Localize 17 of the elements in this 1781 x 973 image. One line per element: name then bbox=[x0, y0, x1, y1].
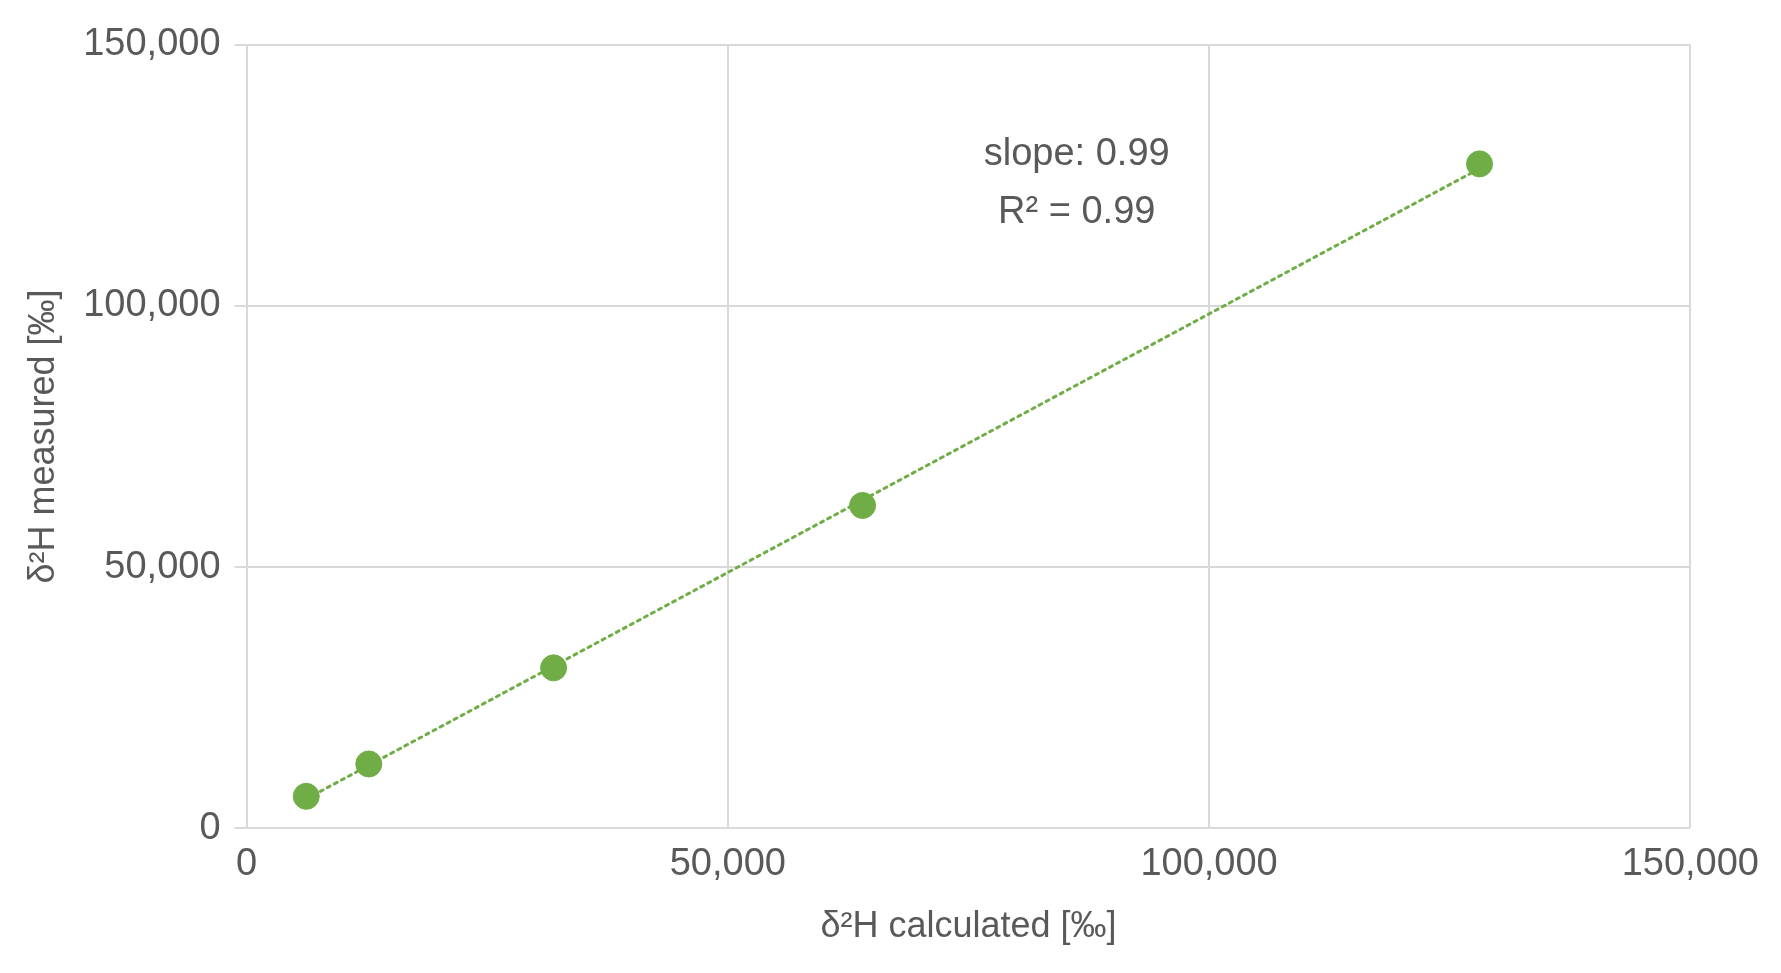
y-axis-title: δ²H measured [‰] bbox=[20, 289, 62, 584]
y-tick-label: 100,000 bbox=[83, 282, 221, 325]
y-tick-label: 0 bbox=[199, 804, 221, 847]
point bbox=[540, 654, 568, 682]
point bbox=[849, 491, 877, 519]
point bbox=[292, 782, 320, 810]
annotation: slope: 0.99 bbox=[983, 130, 1170, 173]
x-axis-title: δ²H calculated [‰] bbox=[820, 904, 1117, 946]
x-tick-label: 0 bbox=[235, 841, 258, 884]
point bbox=[355, 750, 383, 778]
x-tick-label: 50,000 bbox=[669, 841, 786, 884]
x-tick-label: 150,000 bbox=[1621, 841, 1760, 884]
y-tick-label: 150,000 bbox=[83, 21, 221, 64]
x-tick-label: 100,000 bbox=[1140, 841, 1278, 884]
annotation: R² = 0.99 bbox=[998, 188, 1156, 231]
y-tick-label: 50,000 bbox=[104, 543, 221, 586]
point bbox=[1466, 150, 1494, 178]
